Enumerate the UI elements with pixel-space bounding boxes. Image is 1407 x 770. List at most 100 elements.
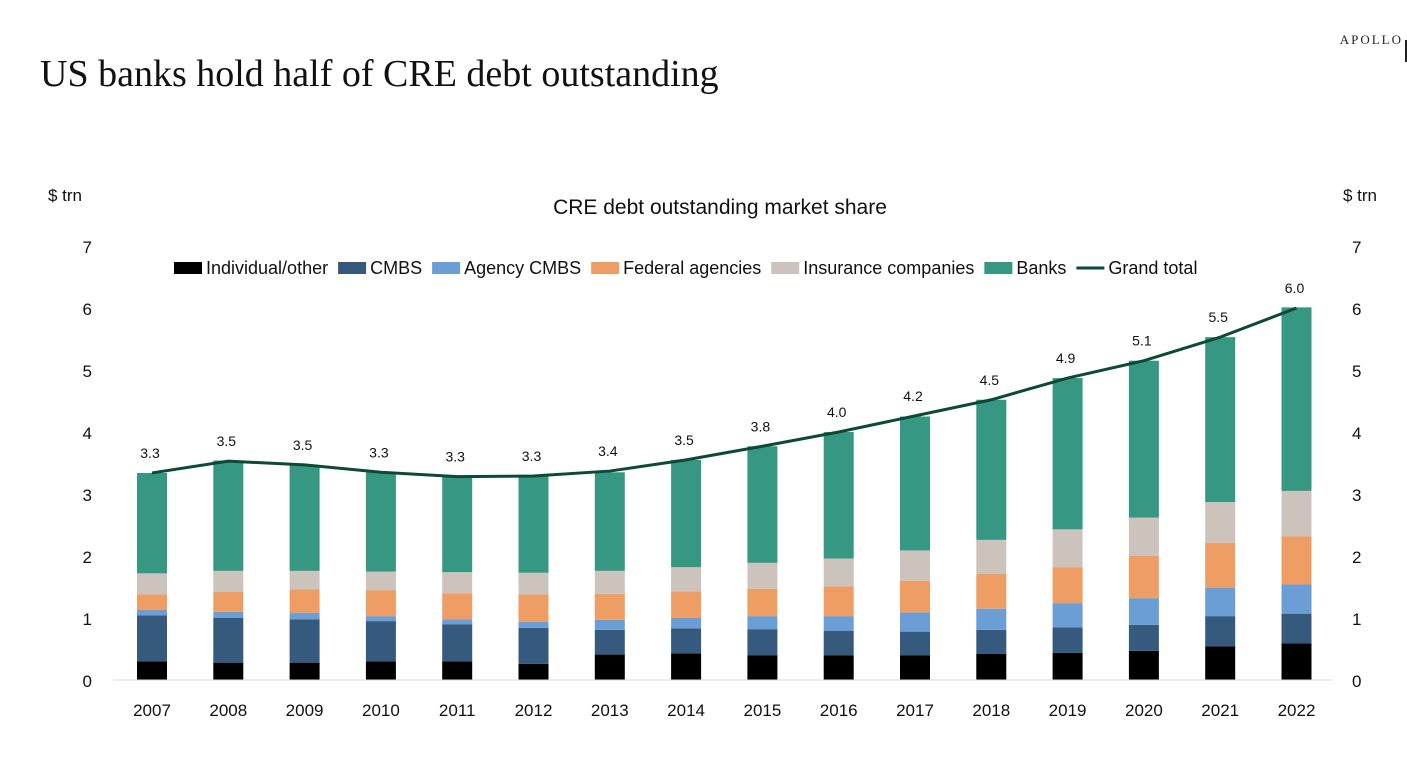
legend-label: CMBS: [370, 258, 422, 278]
bar-segment-agency-cmbs: [1128, 598, 1159, 625]
bar-segment-banks: [900, 416, 930, 551]
y-axis-right-unit: $ trn: [1343, 186, 1377, 205]
bar-segment-banks: [518, 476, 549, 573]
bar-segment-individual-other: [1205, 646, 1236, 680]
bar-segment-federal-agencies: [442, 593, 473, 620]
data-label: 4.0: [827, 404, 847, 420]
bar-segment-federal-agencies: [518, 594, 549, 622]
x-tick-label: 2022: [1278, 701, 1316, 720]
bar-segment-cmbs: [442, 624, 473, 662]
y-tick-label: 4: [83, 424, 92, 443]
y-axis-left-unit: $ trn: [48, 186, 82, 205]
bar-segment-cmbs: [518, 627, 549, 664]
bar-segment-individual-other: [1281, 643, 1312, 680]
bar-segment-banks: [976, 399, 1007, 540]
bar-segment-cmbs: [1052, 627, 1083, 653]
data-label: 3.3: [369, 444, 389, 460]
bar-segment-insurance-companies: [213, 570, 244, 592]
x-tick-label: 2008: [209, 701, 247, 720]
x-tick-label: 2014: [667, 701, 705, 720]
legend-swatch-banks: [984, 262, 1013, 274]
x-tick-label: 2018: [972, 701, 1010, 720]
bar-segment-banks: [1128, 360, 1159, 518]
brand-divider: [1405, 40, 1407, 62]
bar-segment-federal-agencies: [213, 591, 244, 612]
legend-label: Grand total: [1108, 258, 1197, 278]
bar-segment-federal-agencies: [1128, 556, 1159, 599]
bar-segment-insurance-companies: [289, 570, 320, 590]
bar-segment-banks: [747, 446, 778, 563]
data-label: 3.3: [445, 449, 465, 465]
bar-segment-insurance-companies: [900, 550, 930, 581]
bar-segment-agency-cmbs: [823, 616, 854, 632]
bar-segment-individual-other: [747, 655, 778, 680]
bar-segment-individual-other: [823, 655, 854, 680]
y-axis-left: 0 1 2 3 4 5 6 7: [83, 238, 92, 691]
bar-segment-agency-cmbs: [289, 613, 320, 620]
bar-segment-agency-cmbs: [671, 618, 702, 629]
bar-segment-insurance-companies: [365, 571, 396, 591]
x-tick-label: 2015: [743, 701, 781, 720]
y-tick-label: 3: [1352, 486, 1361, 505]
bar-segment-insurance-companies: [1052, 529, 1083, 568]
bar-segment-individual-other: [137, 661, 167, 680]
y-tick-label: 1: [1352, 610, 1361, 629]
legend-label: Agency CMBS: [464, 258, 581, 278]
data-label: 3.8: [751, 418, 771, 434]
x-tick-label: 2021: [1201, 701, 1239, 720]
bar-segment-federal-agencies: [1281, 536, 1312, 585]
bar-segment-individual-other: [213, 662, 244, 680]
bar-segment-federal-agencies: [976, 573, 1007, 609]
bar-segment-individual-other: [289, 662, 320, 680]
bar-segment-individual-other: [976, 653, 1007, 680]
data-label: 3.3: [522, 448, 542, 464]
bar-segment-agency-cmbs: [594, 619, 625, 630]
bar-segment-insurance-companies: [594, 570, 625, 594]
bar-segment-agency-cmbs: [213, 611, 244, 618]
bar-segment-cmbs: [1128, 624, 1159, 651]
data-label: 4.5: [980, 372, 1000, 388]
bar-segment-agency-cmbs: [976, 608, 1007, 630]
legend: Individual/other CMBS Agency CMBS Federal a…: [174, 258, 1197, 278]
y-tick-label: 2: [1352, 548, 1361, 567]
data-label: 4.2: [903, 388, 923, 404]
bar-segment-insurance-companies: [1281, 490, 1312, 537]
bar-segment-banks: [365, 472, 396, 572]
data-label: 6.0: [1285, 280, 1305, 296]
bar-segment-individual-other: [1052, 652, 1083, 680]
bar-segment-insurance-companies: [1128, 517, 1159, 556]
bar-segment-insurance-companies: [976, 539, 1007, 574]
bar-segment-cmbs: [289, 619, 320, 663]
y-tick-label: 5: [1352, 362, 1361, 381]
grand-total-series: [151, 306, 1298, 479]
legend-label: Federal agencies: [623, 258, 761, 278]
bar-segment-banks: [823, 432, 854, 559]
data-label: 3.3: [140, 445, 160, 461]
y-tick-label: 6: [1352, 300, 1361, 319]
bar-segment-agency-cmbs: [747, 616, 778, 630]
bar-segment-individual-other: [594, 654, 625, 680]
x-tick-label: 2019: [1049, 701, 1087, 720]
bar-segment-federal-agencies: [1205, 542, 1236, 588]
legend-swatch-cmbs: [338, 262, 367, 274]
bar-segment-banks: [213, 460, 244, 571]
bar-segment-banks: [442, 476, 473, 573]
bar-segment-federal-agencies: [671, 591, 702, 618]
x-axis: 2007 2008 2009 2010 2011 2012 2013 2014 2015 2016…: [133, 701, 1315, 720]
bar-segment-individual-other: [900, 655, 930, 680]
bars: [137, 307, 1312, 680]
y-tick-label: 6: [83, 300, 92, 319]
legend-swatch-individual-other: [174, 262, 202, 274]
x-tick-label: 2017: [896, 701, 934, 720]
bar-segment-agency-cmbs: [1281, 584, 1312, 614]
y-tick-label: 3: [83, 486, 92, 505]
y-tick-label: 1: [83, 610, 92, 629]
bar-segment-banks: [137, 472, 167, 574]
bar-segment-federal-agencies: [747, 588, 778, 617]
bar-segment-cmbs: [213, 618, 244, 663]
bar-segment-cmbs: [976, 629, 1007, 654]
x-tick-label: 2007: [133, 701, 171, 720]
bar-segment-cmbs: [747, 629, 778, 656]
bar-segment-insurance-companies: [823, 558, 854, 587]
